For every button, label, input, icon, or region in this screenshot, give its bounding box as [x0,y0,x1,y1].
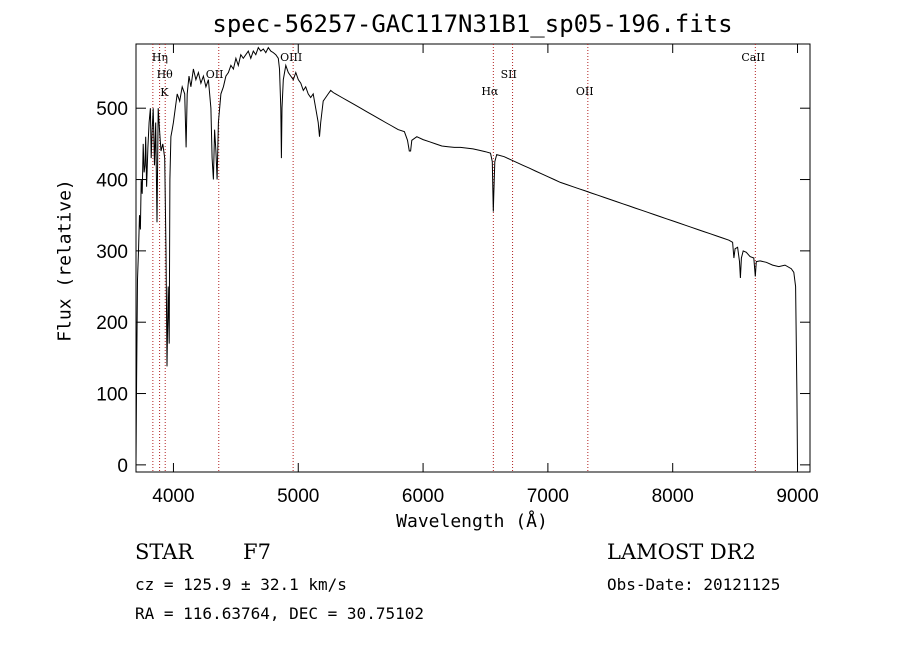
plot-frame [135,43,811,473]
redshift-info: cz = 125.9 ± 32.1 km/s [135,575,347,594]
x-tick-label: 8000 [652,486,694,507]
y-tick-label: 400 [96,171,128,192]
y-tick-label: 200 [96,313,128,334]
y-tick-label: 0 [117,456,128,477]
y-axis-label: Flux (relative) [54,179,76,342]
object-class: STAR [135,540,194,564]
x-tick-label: 4000 [152,486,194,507]
spectral-line-label: OIII [280,51,302,64]
y-tick-label: 100 [96,385,128,406]
x-tick-label: 9000 [776,486,818,507]
spectral-line-label: Hη [152,51,168,64]
y-tick-label: 300 [96,242,128,263]
coordinates: RA = 116.63764, DEC = 30.75102 [135,604,424,623]
spectral-line-label: K [160,86,169,99]
spectral-line-label: CaII [741,51,765,64]
spectral-line-label: Hθ [157,68,174,81]
spectral-line-label: SII [501,68,517,81]
spectral-line-label: OII [576,85,594,98]
spectral-line-label: Hα [481,85,499,98]
object-subclass: F7 [243,540,271,564]
y-tick-label: 500 [96,99,128,120]
x-tick-label: 6000 [402,486,444,507]
plot-area: 4000 5000 6000 7000 8000 9000 0 100 200 300 400 500… [96,43,819,507]
x-tick-label: 5000 [277,486,319,507]
obs-date: Obs-Date: 20121125 [607,575,781,594]
x-axis-label: Wavelength (Å) [396,511,548,532]
spectral-line-label: OII [206,68,224,81]
x-tick-label: 7000 [527,486,569,507]
chart-title: spec-56257-GAC117N31B1_sp05-196.fits [212,10,733,38]
spectrum-line [135,46,798,465]
survey-name: LAMOST DR2 [607,540,756,564]
